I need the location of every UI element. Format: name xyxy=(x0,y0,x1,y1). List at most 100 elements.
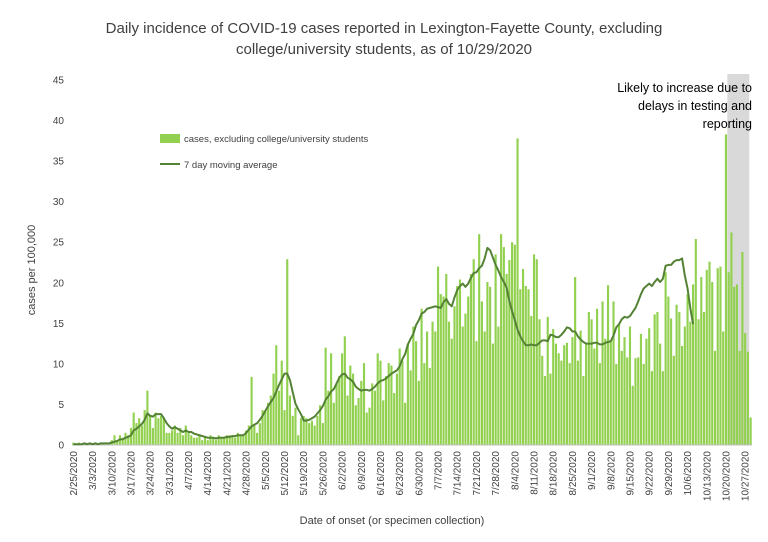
y-tick-label: 40 xyxy=(53,116,65,127)
daily-case-bar xyxy=(264,410,267,445)
daily-case-bar xyxy=(524,286,527,445)
x-tick-label: 3/10/2020 xyxy=(107,451,118,496)
daily-case-bar xyxy=(297,435,300,445)
daily-case-bar xyxy=(280,360,283,445)
daily-case-bar xyxy=(423,363,426,445)
x-tick-label: 9/1/2020 xyxy=(587,451,598,490)
x-tick-label: 4/21/2020 xyxy=(222,451,233,496)
legend-bar-label: cases, excluding college/university stud… xyxy=(184,134,369,145)
daily-case-bar xyxy=(464,313,467,445)
daily-case-bar xyxy=(472,259,475,445)
daily-case-bar xyxy=(143,410,146,445)
daily-case-bar xyxy=(417,380,420,445)
daily-case-bar xyxy=(258,423,261,445)
daily-case-bar xyxy=(146,390,149,445)
daily-case-bar xyxy=(206,440,209,445)
daily-case-bar xyxy=(598,363,601,445)
daily-case-bar xyxy=(480,301,483,445)
daily-case-bar xyxy=(168,432,171,445)
daily-case-bar xyxy=(327,390,330,445)
daily-case-bar xyxy=(494,254,497,445)
daily-case-bar xyxy=(266,402,270,445)
daily-case-bar xyxy=(217,435,220,445)
daily-case-bar xyxy=(557,353,560,445)
daily-case-bar xyxy=(171,430,174,445)
daily-case-bar xyxy=(154,412,157,445)
daily-case-bar xyxy=(483,331,486,445)
daily-case-bar xyxy=(308,423,311,445)
daily-case-bar xyxy=(360,380,363,445)
x-tick-label: 9/8/2020 xyxy=(606,451,617,490)
legend-bar-swatch xyxy=(160,134,180,143)
daily-case-bar xyxy=(727,272,730,445)
x-tick-label: 6/30/2020 xyxy=(414,451,425,496)
daily-case-bar xyxy=(384,376,388,445)
daily-case-bar xyxy=(521,268,525,445)
chart-title: Daily incidence of COVID-19 cases report… xyxy=(0,18,768,60)
daily-case-bar xyxy=(225,435,228,445)
daily-case-bar xyxy=(376,353,379,445)
y-tick-label: 35 xyxy=(53,157,65,168)
daily-case-bar xyxy=(316,415,319,445)
daily-case-bar xyxy=(450,338,453,445)
y-tick-label: 20 xyxy=(53,278,65,289)
daily-case-bar xyxy=(620,350,623,445)
daily-case-bar xyxy=(362,363,366,445)
daily-case-bar xyxy=(724,134,728,445)
daily-case-bar xyxy=(214,440,218,445)
daily-case-bar xyxy=(702,311,706,445)
y-axis-ticks: 0 5 10 15 20 25 30 35 40 45 xyxy=(53,76,65,452)
daily-case-bar xyxy=(269,395,272,445)
daily-case-bar xyxy=(549,373,552,445)
daily-case-bar xyxy=(716,268,719,445)
y-tick-label: 30 xyxy=(53,197,65,208)
daily-case-bar xyxy=(412,326,415,445)
daily-case-bar xyxy=(634,358,637,445)
daily-case-bar xyxy=(606,285,610,445)
daily-case-bar xyxy=(242,435,245,445)
daily-case-bar xyxy=(368,407,371,445)
daily-case-bar xyxy=(151,427,154,445)
daily-case-bar xyxy=(615,363,618,445)
x-tick-label: 10/27/2020 xyxy=(741,451,752,501)
daily-case-bar xyxy=(733,286,736,445)
x-tick-label: 4/7/2020 xyxy=(184,451,195,490)
x-tick-label: 5/12/2020 xyxy=(280,451,291,496)
y-tick-label: 5 xyxy=(58,400,64,411)
daily-case-bar xyxy=(195,437,198,445)
daily-case-bar xyxy=(387,363,390,445)
x-tick-label: 6/2/2020 xyxy=(338,451,349,490)
daily-case-bar xyxy=(686,294,689,445)
daily-case-bar xyxy=(338,376,341,445)
x-tick-label: 5/5/2020 xyxy=(261,451,272,490)
daily-case-bar xyxy=(138,418,141,445)
daily-case-bar xyxy=(489,286,492,445)
x-tick-label: 8/4/2020 xyxy=(510,451,521,490)
daily-case-bar xyxy=(313,425,316,445)
daily-case-bar xyxy=(234,437,237,445)
daily-case-bar xyxy=(245,430,248,445)
daily-case-bar xyxy=(256,432,259,445)
daily-case-bar xyxy=(560,360,563,445)
daily-case-bar xyxy=(571,337,574,445)
y-tick-label: 45 xyxy=(53,76,65,87)
daily-case-bar xyxy=(645,338,648,445)
y-axis-title: cases per 100,000 xyxy=(26,225,38,316)
daily-case-bar xyxy=(288,395,292,445)
daily-case-bar xyxy=(398,348,401,445)
daily-case-bar xyxy=(250,376,253,445)
daily-case-bar xyxy=(582,376,585,445)
daily-case-bar xyxy=(192,437,196,445)
daily-case-bar xyxy=(711,281,714,445)
daily-case-bar xyxy=(162,418,165,445)
daily-case-bar xyxy=(228,435,231,445)
bars-group xyxy=(72,134,752,445)
daily-case-bar xyxy=(351,373,355,445)
daily-case-bar xyxy=(209,435,212,445)
x-tick-label: 3/24/2020 xyxy=(146,451,157,496)
daily-case-bar xyxy=(576,360,579,445)
daily-case-bar xyxy=(129,427,133,445)
daily-case-bar xyxy=(401,360,404,445)
x-tick-label: 4/28/2020 xyxy=(242,451,253,496)
annotation-line-2: delays in testing and xyxy=(638,99,752,113)
